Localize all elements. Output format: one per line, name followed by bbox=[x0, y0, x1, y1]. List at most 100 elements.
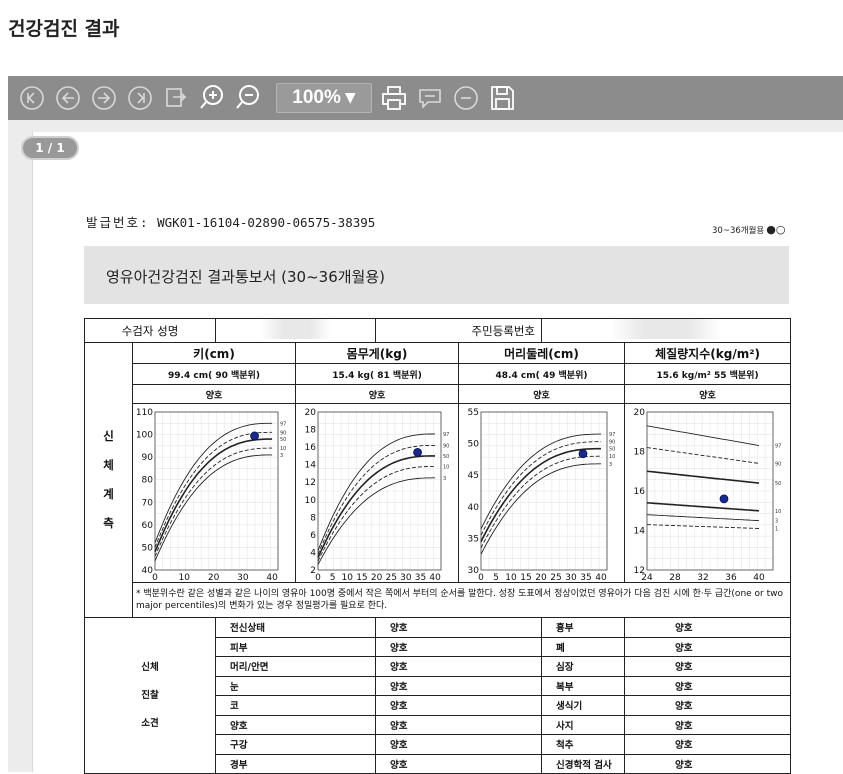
y-tick-label: 6 bbox=[310, 531, 316, 541]
percentile-label: 50 bbox=[775, 481, 781, 487]
y-tick-label: 50 bbox=[142, 543, 154, 553]
x-tick-label: 25 bbox=[385, 573, 396, 582]
percentile-label: 90 bbox=[609, 440, 615, 446]
exam-result: 양호 bbox=[624, 656, 792, 677]
y-tick-label: 45 bbox=[468, 471, 479, 481]
measure-height-value: 99.4 cm( 90 백분위) bbox=[132, 363, 296, 385]
zoom-select[interactable]: 100% ▼ bbox=[276, 83, 372, 113]
next-page-icon[interactable] bbox=[90, 84, 118, 112]
print-icon[interactable] bbox=[380, 84, 408, 112]
y-tick-label: 60 bbox=[142, 521, 154, 531]
percentile-label: 50 bbox=[443, 454, 449, 460]
percentile-label: 3 bbox=[280, 453, 283, 459]
bmi-chart: 24 28 32 36 40 12 14 16 18 20 97 90 50 10 3 1 bbox=[634, 408, 782, 582]
report-title: 영유아건강검진 결과통보서 (30~36개월용) bbox=[106, 268, 385, 286]
exam-item: 복부 bbox=[541, 675, 626, 696]
exam-result: 양호 bbox=[374, 734, 543, 755]
exam-item: 코 bbox=[215, 695, 376, 716]
exam-result: 양호 bbox=[624, 636, 792, 657]
comment-icon[interactable] bbox=[416, 84, 444, 112]
y-tick-label: 90 bbox=[142, 453, 154, 463]
x-tick-label: 20 bbox=[208, 573, 220, 582]
age-marks: ●○ bbox=[766, 223, 786, 236]
measure-height-title: 키(cm) bbox=[132, 342, 296, 364]
y-tick-label: 40 bbox=[468, 503, 480, 513]
measure-bmi-status: 양호 bbox=[624, 384, 792, 404]
exam-item: 양호 bbox=[215, 714, 376, 735]
exam-result: 양호 bbox=[624, 695, 792, 716]
measure-head-value: 48.4 cm( 49 백분위) bbox=[457, 363, 626, 385]
measure-weight-status: 양호 bbox=[295, 384, 459, 404]
exam-item: 생식기 bbox=[541, 695, 626, 716]
percentile-curve bbox=[154, 438, 273, 553]
y-tick-label: 14 bbox=[305, 461, 317, 471]
x-tick-label: 30 bbox=[400, 573, 412, 582]
x-tick-label: 28 bbox=[669, 573, 681, 582]
prev-page-icon[interactable] bbox=[54, 84, 82, 112]
page-title: 건강검진 결과 bbox=[8, 18, 120, 40]
percentile-curve bbox=[154, 422, 273, 544]
rrn-value bbox=[541, 318, 792, 343]
exam-result: 양호 bbox=[624, 675, 792, 696]
first-page-icon[interactable] bbox=[18, 84, 46, 112]
exam-label: 신체 진찰 소견 bbox=[84, 617, 216, 774]
percentile-label: 97 bbox=[775, 444, 781, 450]
zoom-out-icon[interactable] bbox=[234, 84, 262, 112]
exam-result: 양호 bbox=[624, 714, 792, 735]
percentile-curve bbox=[317, 455, 436, 559]
y-tick-label: 18 bbox=[305, 426, 317, 436]
y-tick-label: 100 bbox=[136, 431, 153, 441]
measurement-point bbox=[413, 447, 422, 457]
exam-result: 양호 bbox=[374, 714, 543, 735]
age-tag-text: 30~36개월용 bbox=[712, 226, 765, 236]
x-tick-label: 5 bbox=[493, 573, 499, 582]
plot-frame bbox=[317, 411, 442, 571]
y-tick-label: 8 bbox=[310, 513, 316, 523]
minus-icon[interactable] bbox=[452, 84, 480, 112]
exam-item: 눈 bbox=[215, 675, 376, 696]
x-tick-label: 0 bbox=[152, 573, 158, 582]
y-tick-label: 10 bbox=[305, 496, 317, 506]
save-icon[interactable] bbox=[488, 84, 516, 112]
percentile-curve bbox=[154, 431, 273, 548]
measure-head-title: 머리둘레(cm) bbox=[457, 342, 626, 364]
percentile-curve bbox=[646, 470, 760, 484]
result-table: 수검자 성명 주민등록번호 신 체 계 측 키(cm) 몸무게(kg) 머리둘레… bbox=[84, 318, 792, 774]
y-tick-label: 12 bbox=[305, 478, 316, 488]
y-tick-label: 12 bbox=[634, 566, 645, 576]
head-chart-cell: 0 5 10 15 20 25 30 35 40 30 35 40 45 50 55 97 90 50 10 3 bbox=[457, 403, 626, 583]
y-tick-label: 2 bbox=[310, 566, 316, 576]
percentile-curve bbox=[646, 502, 760, 512]
percentile-curve bbox=[154, 454, 273, 562]
y-tick-label: 20 bbox=[634, 408, 646, 418]
measure-bmi-value: 15.6 kg/m² 55 백분위) bbox=[624, 363, 792, 385]
percentile-curve bbox=[646, 425, 760, 447]
export-icon[interactable] bbox=[162, 84, 190, 112]
page-indicator: 1 / 1 bbox=[21, 136, 79, 160]
exam-result: 양호 bbox=[374, 695, 543, 716]
percentile-label: 10 bbox=[775, 509, 781, 515]
measure-head-status: 양호 bbox=[457, 384, 626, 404]
exam-result: 양호 bbox=[624, 753, 792, 774]
x-tick-label: 35 bbox=[415, 573, 426, 582]
measurement-point bbox=[250, 431, 259, 441]
percentile-label: 10 bbox=[443, 464, 449, 470]
height-chart-cell: 0 10 20 30 40 40 50 60 70 80 90 100 110 97 90 50 10 3 bbox=[132, 403, 296, 583]
y-tick-label: 30 bbox=[468, 566, 480, 576]
exam-result: 양호 bbox=[374, 675, 543, 696]
percentile-curve bbox=[646, 524, 760, 529]
last-page-icon[interactable] bbox=[126, 84, 154, 112]
percentile-label: 10 bbox=[280, 446, 286, 452]
exam-item: 전신상태 bbox=[215, 617, 376, 638]
issue-number-row: 발급번호: WGK01-16104-02890-06575-38395 bbox=[86, 212, 375, 231]
exam-item: 사지 bbox=[541, 714, 626, 735]
chevron-down-icon: ▼ bbox=[344, 90, 356, 106]
age-tag: 30~36개월용 ●○ bbox=[712, 223, 785, 236]
weight-chart-cell: 0 5 10 15 20 25 30 35 40 2 4 6 8 10 12 14 16 18 20 97 90 50 10… bbox=[295, 403, 459, 583]
percentile-label: 90 bbox=[775, 461, 781, 467]
zoom-in-icon[interactable] bbox=[198, 84, 226, 112]
y-tick-label: 20 bbox=[305, 408, 317, 418]
exam-item: 폐 bbox=[541, 636, 626, 657]
